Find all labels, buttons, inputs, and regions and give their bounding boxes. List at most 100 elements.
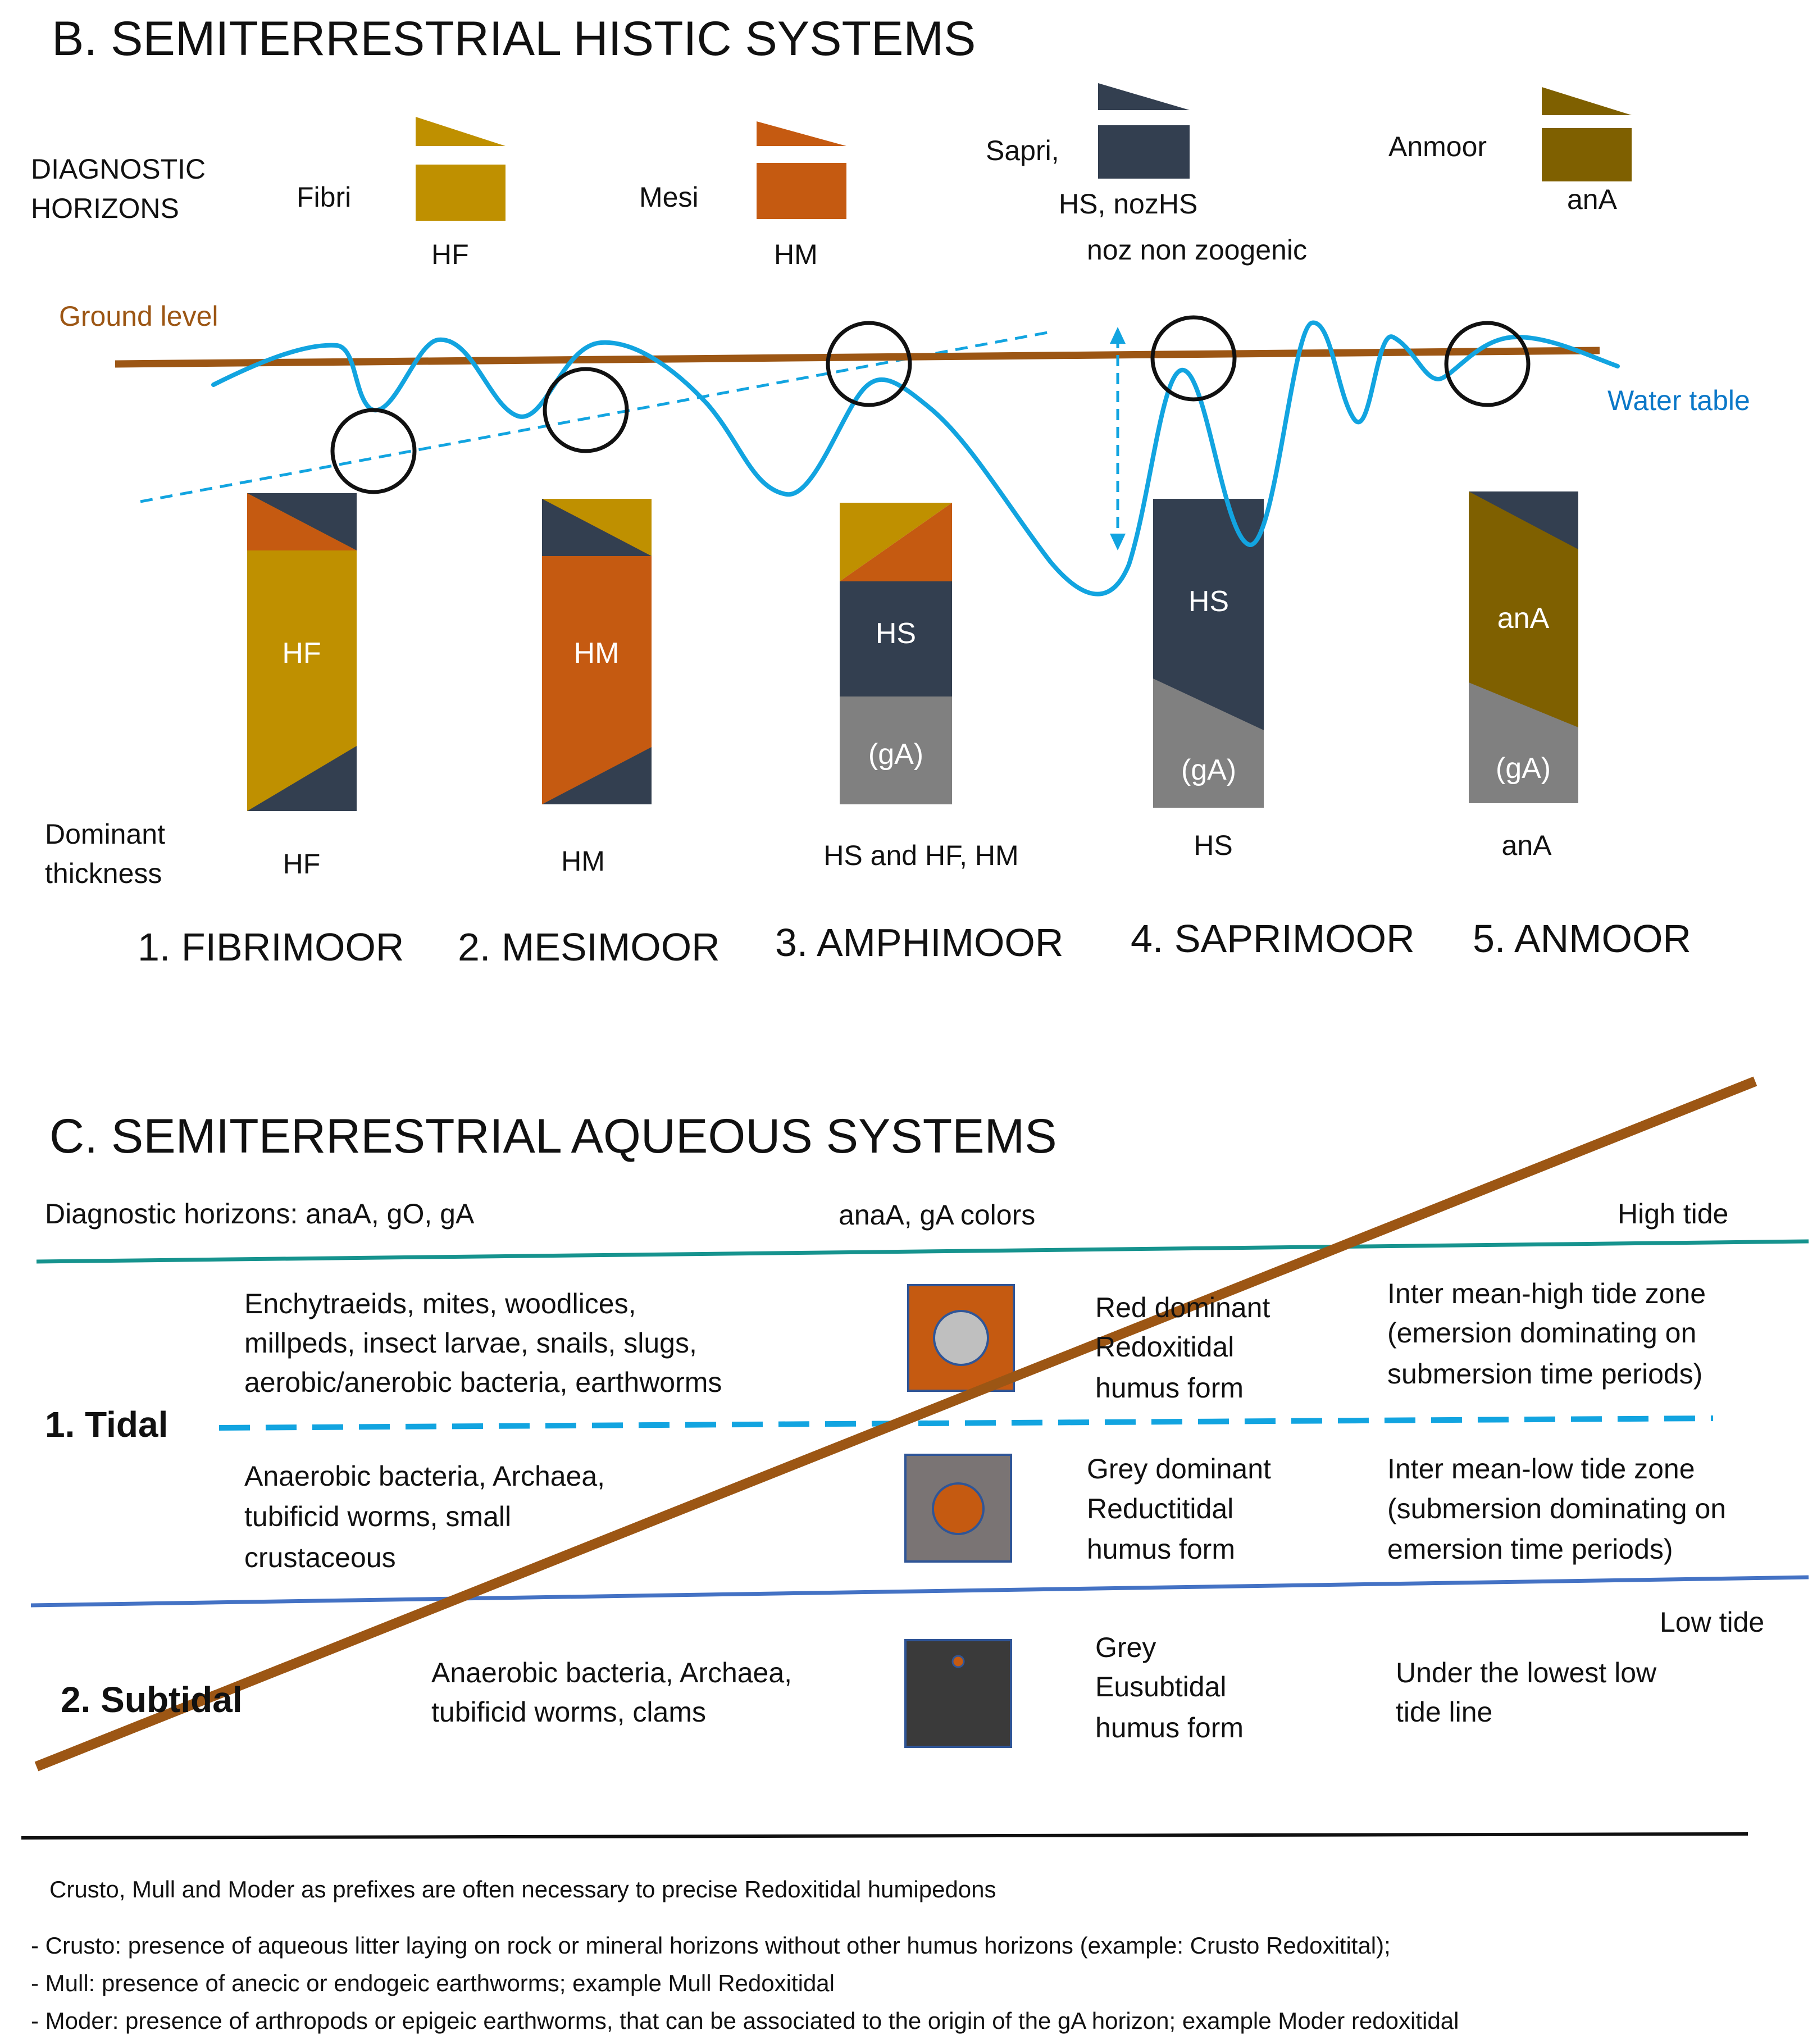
sapri-legend-wedge	[1098, 83, 1190, 110]
dominant-label-1: Dominant	[45, 818, 165, 850]
col5-ga-label: (gA)	[1496, 752, 1551, 785]
svg-text:Enchytraeids, mites, woodlices: Enchytraeids, mites, woodlices,	[244, 1288, 636, 1319]
svg-text:aerobic/anerobic bacteria, ear: aerobic/anerobic bacteria, earthworms	[244, 1367, 722, 1398]
water-table-line	[211, 320, 1620, 597]
svg-text:Anaerobic bacteria, Archaea,: Anaerobic bacteria, Archaea,	[244, 1460, 605, 1492]
svg-text:tide line: tide line	[1396, 1696, 1492, 1728]
water-table-label: Water table	[1607, 385, 1750, 416]
intersection-circle-3	[826, 321, 912, 407]
svg-text:Grey: Grey	[1095, 1632, 1156, 1663]
low-tide-line	[30, 1575, 1809, 1608]
zone-redoxitidal: Inter mean-high tide zone (emersion domi…	[1387, 1278, 1706, 1390]
reductitidal-swatch	[904, 1454, 1012, 1563]
column-amphimoor: HS (gA)	[840, 503, 952, 804]
dominant-5: anA	[1502, 830, 1552, 861]
note-mull: - Mull: presence of anecic or endogeic e…	[31, 1970, 835, 1996]
sapri-legend-code: HS, nozHS	[1059, 188, 1197, 220]
organisms-reductitidal: Anaerobic bacteria, Archaea, tubificid w…	[244, 1460, 605, 1573]
ground-level-label: Ground level	[59, 301, 218, 332]
dominant-3: HS and HF, HM	[823, 840, 1018, 871]
fibri-legend-wedge	[416, 117, 506, 146]
svg-text:submersion time periods): submersion time periods)	[1387, 1358, 1702, 1390]
colors-label: anaA, gA colors	[839, 1199, 1035, 1231]
col4-hs-label: HS	[1188, 585, 1229, 618]
svg-text:tubificid worms, clams: tubificid worms, clams	[431, 1696, 706, 1728]
col2-hm-label: HM	[574, 637, 620, 670]
dominant-1: HF	[283, 848, 321, 880]
svg-text:Red dominant: Red dominant	[1095, 1292, 1270, 1323]
anmoor-legend-code: anA	[1567, 184, 1618, 215]
column-fibrimoor: HF	[247, 493, 357, 811]
organisms-redoxitidal: Enchytraeids, mites, woodlices, millpeds…	[244, 1288, 722, 1398]
high-tide-label: High tide	[1618, 1198, 1728, 1230]
col5-ana-label: anA	[1497, 602, 1550, 635]
anmoor-legend-wedge	[1542, 87, 1632, 115]
organisms-eusubtidal: Anaerobic bacteria, Archaea, tubificid w…	[431, 1657, 792, 1728]
svg-text:emersion time periods): emersion time periods)	[1387, 1533, 1673, 1565]
ground-level-line	[115, 347, 1600, 368]
humus-form-eusubtidal: Grey Eusubtidal humus form	[1095, 1632, 1244, 1743]
section-c-title: C. SEMITERRESTRIAL AQUEOUS SYSTEMS	[49, 1109, 1057, 1163]
dominant-2: HM	[561, 845, 605, 877]
sloping-ground-line	[34, 1076, 1757, 1772]
tidal-label: 1. Tidal	[45, 1404, 168, 1445]
notes-separator	[21, 1832, 1748, 1840]
dominant-label-2: thickness	[45, 858, 162, 889]
intersection-circle-5	[1444, 321, 1531, 407]
mesi-label: Mesi	[639, 181, 699, 213]
diagnostic-horizons-c: Diagnostic horizons: anaA, gO, gA	[45, 1198, 475, 1230]
moor-name-2: 2. MESIMOOR	[458, 925, 720, 969]
intersection-circle-2	[543, 367, 629, 453]
svg-text:Inter mean-high tide zone: Inter mean-high tide zone	[1387, 1278, 1706, 1309]
section-b-title: B. SEMITERRESTRIAL HISTIC SYSTEMS	[52, 12, 976, 66]
mean-tide-dashed-line	[218, 1415, 1714, 1431]
col4-ga-label: (gA)	[1181, 754, 1236, 786]
note-moder: - Moder: presence of arthropods or epige…	[31, 2007, 1459, 2034]
fibri-legend-code: HF	[431, 239, 469, 270]
eusubtidal-swatch	[904, 1639, 1012, 1748]
high-tide-line	[36, 1239, 1809, 1264]
svg-text:humus form: humus form	[1095, 1712, 1244, 1743]
intersection-circle-1	[330, 408, 417, 494]
anmoor-legend-swatch	[1542, 128, 1632, 181]
low-tide-label: Low tide	[1660, 1606, 1764, 1638]
subtidal-label: 2. Subtidal	[61, 1679, 243, 1720]
col3-hs-label: HS	[876, 617, 916, 650]
svg-text:Redoxitidal: Redoxitidal	[1095, 1331, 1234, 1363]
zone-eusubtidal: Under the lowest low tide line	[1396, 1657, 1657, 1728]
water-table-trend-line	[140, 331, 1048, 503]
redoxitidal-swatch	[907, 1284, 1015, 1392]
svg-text:Reductitidal: Reductitidal	[1087, 1493, 1233, 1524]
svg-text:Under the lowest low: Under the lowest low	[1396, 1657, 1657, 1688]
column-anmoor: anA (gA)	[1469, 491, 1578, 803]
humus-form-redoxitidal: Red dominant Redoxitidal humus form	[1095, 1292, 1270, 1404]
humus-form-reductitidal: Grey dominant Reductitidal humus form	[1087, 1453, 1271, 1565]
svg-text:humus form: humus form	[1087, 1533, 1235, 1565]
moor-name-3: 3. AMPHIMOOR	[775, 921, 1063, 964]
note-crusto: - Crusto: presence of aqueous litter lay…	[31, 1932, 1391, 1959]
anmoor-label: Anmoor	[1388, 131, 1487, 162]
moor-name-1: 1. FIBRIMOOR	[138, 925, 404, 969]
svg-text:Grey dominant: Grey dominant	[1087, 1453, 1271, 1485]
dominant-4: HS	[1194, 830, 1232, 861]
fibri-label: Fibri	[297, 181, 351, 213]
col3-ga-label: (gA)	[868, 738, 923, 771]
mesi-legend-wedge	[757, 121, 846, 146]
moor-name-5: 5. ANMOOR	[1473, 917, 1691, 960]
sapri-legend-swatch	[1098, 125, 1190, 179]
svg-text:Eusubtidal: Eusubtidal	[1095, 1671, 1227, 1702]
moor-name-4: 4. SAPRIMOOR	[1131, 917, 1415, 960]
mesi-legend-code: HM	[774, 239, 818, 270]
svg-text:crustaceous: crustaceous	[244, 1542, 396, 1573]
diagnostic-horizons-label-2: HORIZONS	[31, 193, 179, 224]
svg-text:Inter mean-low tide zone: Inter mean-low tide zone	[1387, 1453, 1695, 1485]
svg-text:(emersion dominating on: (emersion dominating on	[1387, 1317, 1696, 1349]
zone-reductitidal: Inter mean-low tide zone (submersion dom…	[1387, 1453, 1726, 1565]
fibri-legend-swatch	[416, 165, 506, 221]
svg-text:tubificid worms, small: tubificid worms, small	[244, 1501, 511, 1532]
diagnostic-horizons-label-1: DIAGNOSTIC	[31, 153, 206, 185]
notes-intro: Crusto, Mull and Moder as prefixes are o…	[49, 1876, 996, 1902]
column-mesimoor: HM	[542, 499, 652, 804]
